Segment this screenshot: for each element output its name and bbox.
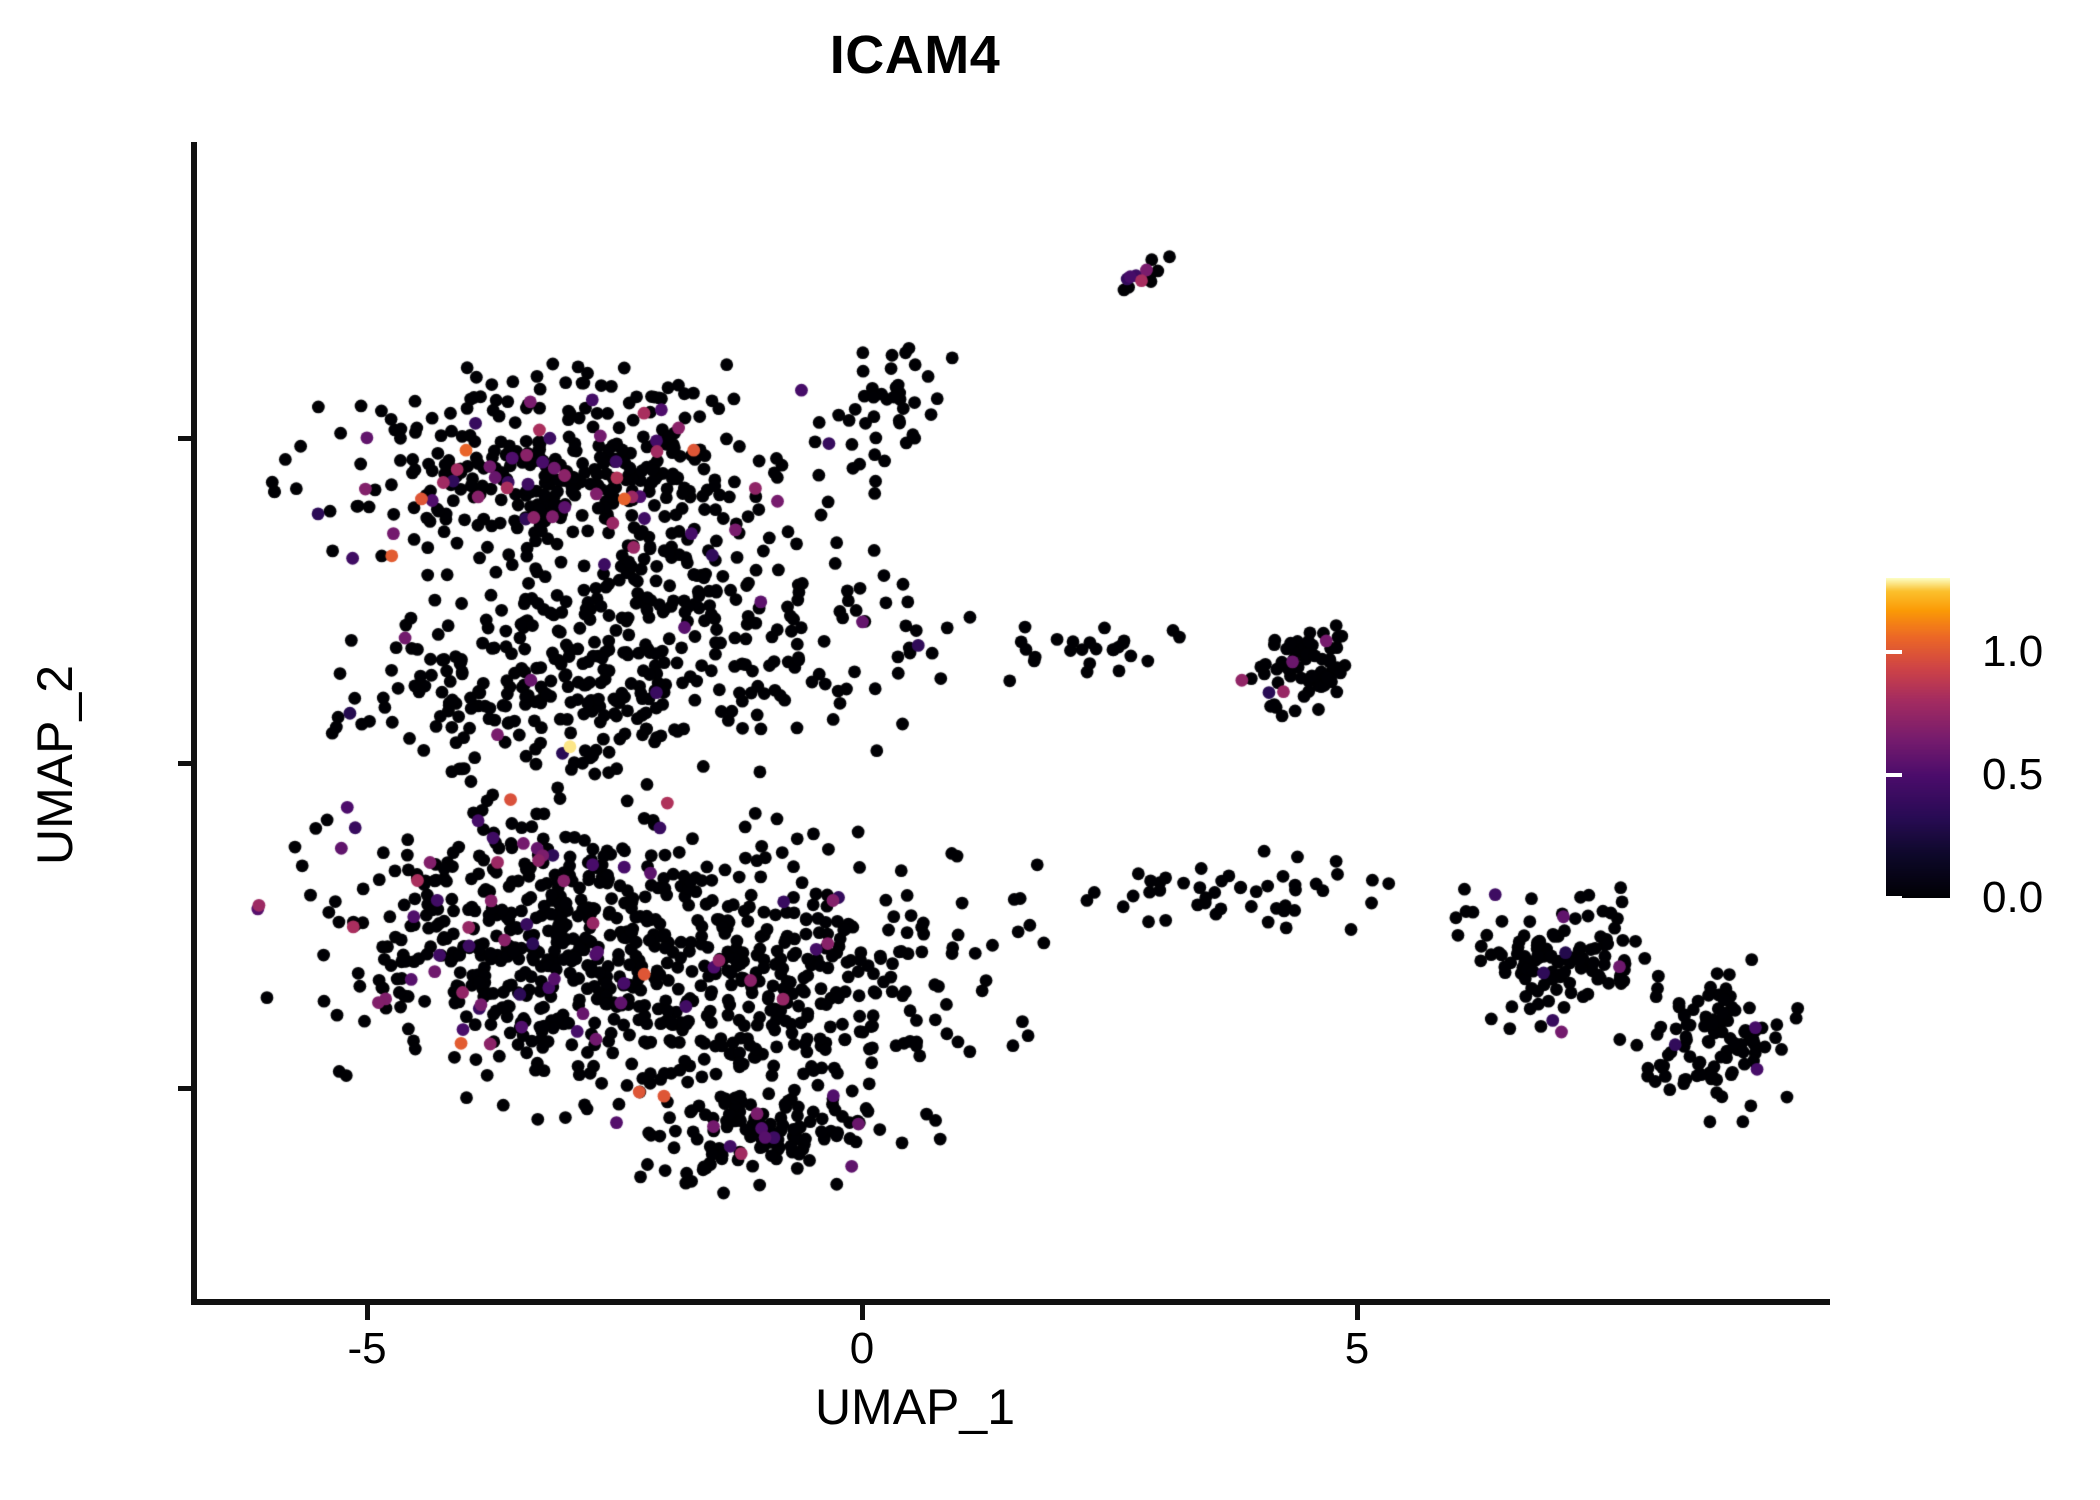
x-tick-mark	[365, 1305, 370, 1320]
colorbar-tick-mark	[1886, 772, 1902, 777]
y-axis-line	[191, 142, 197, 1305]
x-axis-title: UMAP_1	[814, 1379, 1016, 1435]
page-title: ICAM4	[829, 25, 1001, 85]
colorbar-tick-label: 0.0	[1982, 873, 2044, 922]
colorbar-gradient	[1886, 578, 1950, 898]
colorbar-tick-label: 0.5	[1982, 749, 2044, 799]
y-tick-mark	[178, 1086, 192, 1091]
x-tick-mark	[1355, 1305, 1360, 1320]
x-tick-label: 0	[849, 1324, 875, 1373]
y-tick-mark	[178, 436, 192, 441]
y-tick-mark	[178, 761, 192, 766]
x-tick-label: 5	[1344, 1324, 1370, 1373]
x-tick-label: -5	[347, 1324, 387, 1373]
colorbar-tick-mark	[1870, 649, 1886, 654]
y-axis-title: UMAP_2	[27, 664, 83, 866]
colorbar-tick-mark	[1870, 772, 1886, 777]
x-axis-line	[191, 1299, 1830, 1305]
colorbar-tick-mark	[1886, 649, 1902, 654]
colorbar-tick-label: 1.0	[1982, 626, 2044, 676]
x-tick-mark	[860, 1305, 865, 1320]
colorbar-tick-mark	[1886, 896, 1902, 900]
colorbar-tick-mark	[1870, 896, 1886, 900]
